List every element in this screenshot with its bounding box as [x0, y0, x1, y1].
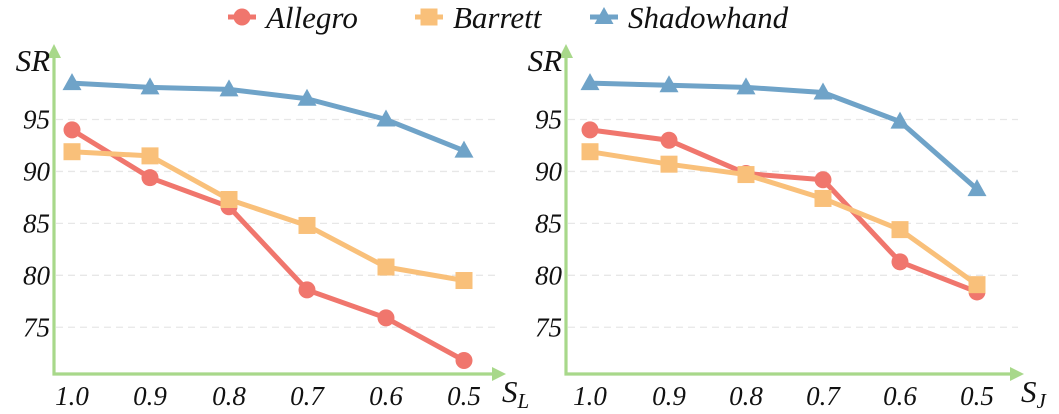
y-axis-arrow [559, 44, 573, 58]
y-tick-label: 75 [23, 312, 50, 342]
data-point-shadowhand [376, 109, 396, 127]
y-tick-label: 85 [535, 208, 562, 238]
x-tick-label: 0.8 [212, 381, 246, 411]
x-axis-arrow [492, 367, 506, 381]
y-tick-label: 95 [535, 105, 562, 135]
data-point-shadowhand [659, 75, 679, 93]
x-tick-label: 0.6 [369, 381, 403, 411]
data-point-shadowhand [297, 88, 317, 106]
data-point-barrett [377, 258, 395, 276]
series-shadowhand [62, 73, 474, 158]
data-point-allegro [581, 121, 599, 139]
data-point-shadowhand [454, 140, 474, 158]
x-axis-label-subscript: L [517, 389, 530, 413]
x-tick-label: 0.9 [652, 381, 686, 411]
chart-panel-left: 75 80 85 90 95 SR SL 1.0 0.9 0.8 0.7 0.6 0.5 [16, 43, 530, 413]
data-point-barrett [455, 272, 473, 290]
legend-item-barrett: Barrett [415, 0, 543, 35]
chart-panel-right: 75 80 85 90 95 SR SJ 1.0 0.9 0.8 0.7 0.6 0.5 [528, 43, 1048, 413]
data-point-barrett [141, 147, 159, 165]
legend-marker-shadowhand [594, 7, 614, 24]
series-line-barrett [587, 149, 980, 288]
series-barrett [63, 143, 473, 290]
data-point-barrett [814, 189, 832, 207]
legend-marker-barrett [420, 8, 438, 26]
x-tick-label: 0.5 [447, 381, 481, 411]
x-axis-label: SL [502, 374, 529, 413]
x-axis-arrow [1010, 367, 1024, 381]
x-tick-label: 0.9 [133, 381, 167, 411]
data-point-allegro [891, 253, 909, 271]
series-line-allegro [587, 127, 980, 295]
axis-lines [52, 54, 496, 376]
data-point-shadowhand [62, 73, 82, 91]
data-point-barrett [968, 276, 986, 294]
data-point-allegro [141, 169, 159, 187]
series-allegro [581, 121, 986, 301]
axis-lines [564, 54, 1014, 376]
data-point-barrett [891, 221, 909, 239]
data-point-allegro [63, 121, 81, 139]
y-axis-arrow [47, 44, 61, 58]
series-line-allegro [69, 127, 467, 363]
legend-marker-allegro [233, 8, 251, 26]
legend-item-allegro: Allegro [228, 0, 358, 35]
data-point-allegro [660, 131, 678, 149]
data-point-shadowhand [967, 179, 987, 197]
data-point-allegro [455, 351, 473, 369]
data-point-allegro [298, 281, 316, 299]
legend-label-shadowhand: Shadowhand [628, 0, 789, 35]
data-point-shadowhand [813, 82, 833, 100]
x-tick-label: 0.7 [290, 381, 325, 411]
y-tick-label: 90 [23, 156, 51, 186]
series-line-shadowhand [587, 80, 980, 192]
x-tick-label: 0.5 [960, 381, 994, 411]
y-axis-label: SR [528, 43, 563, 78]
data-point-shadowhand [580, 73, 600, 91]
x-axis-label: SJ [1021, 374, 1048, 413]
y-tick-label: 80 [23, 260, 51, 290]
x-tick-label: 1.0 [573, 381, 607, 411]
series-allegro [63, 121, 473, 369]
data-point-barrett [581, 143, 599, 161]
x-tick-label: 0.7 [806, 381, 841, 411]
y-tick-label: 80 [535, 260, 563, 290]
legend: Allegro Barrett Shadowhand [228, 0, 789, 35]
legend-label-allegro: Allegro [264, 0, 358, 35]
series-line-barrett [69, 149, 467, 284]
legend-item-shadowhand: Shadowhand [590, 0, 789, 35]
y-axis-label: SR [16, 43, 51, 78]
y-tick-label: 90 [535, 156, 563, 186]
x-axis-label-main: S [502, 374, 518, 409]
data-point-barrett [660, 155, 678, 173]
x-tick-label: 1.0 [55, 381, 89, 411]
series-shadowhand [580, 73, 987, 197]
data-point-barrett [737, 166, 755, 184]
x-tick-label: 0.6 [883, 381, 917, 411]
series-barrett [581, 143, 986, 294]
series-line-shadowhand [69, 80, 467, 154]
x-axis-label-main: S [1021, 374, 1037, 409]
y-tick-label: 95 [23, 105, 50, 135]
data-point-barrett [298, 216, 316, 234]
data-point-shadowhand [736, 77, 756, 95]
x-tick-label: 0.8 [729, 381, 763, 411]
data-point-shadowhand [219, 79, 239, 97]
data-point-barrett [63, 143, 81, 161]
legend-label-barrett: Barrett [453, 0, 543, 35]
x-axis-label-subscript: J [1037, 389, 1048, 413]
y-tick-label: 75 [535, 312, 562, 342]
data-point-allegro [814, 171, 832, 189]
data-point-barrett [220, 190, 238, 208]
data-point-shadowhand [140, 77, 160, 95]
data-point-shadowhand [890, 111, 910, 129]
data-point-allegro [377, 309, 395, 327]
y-tick-label: 85 [23, 208, 50, 238]
